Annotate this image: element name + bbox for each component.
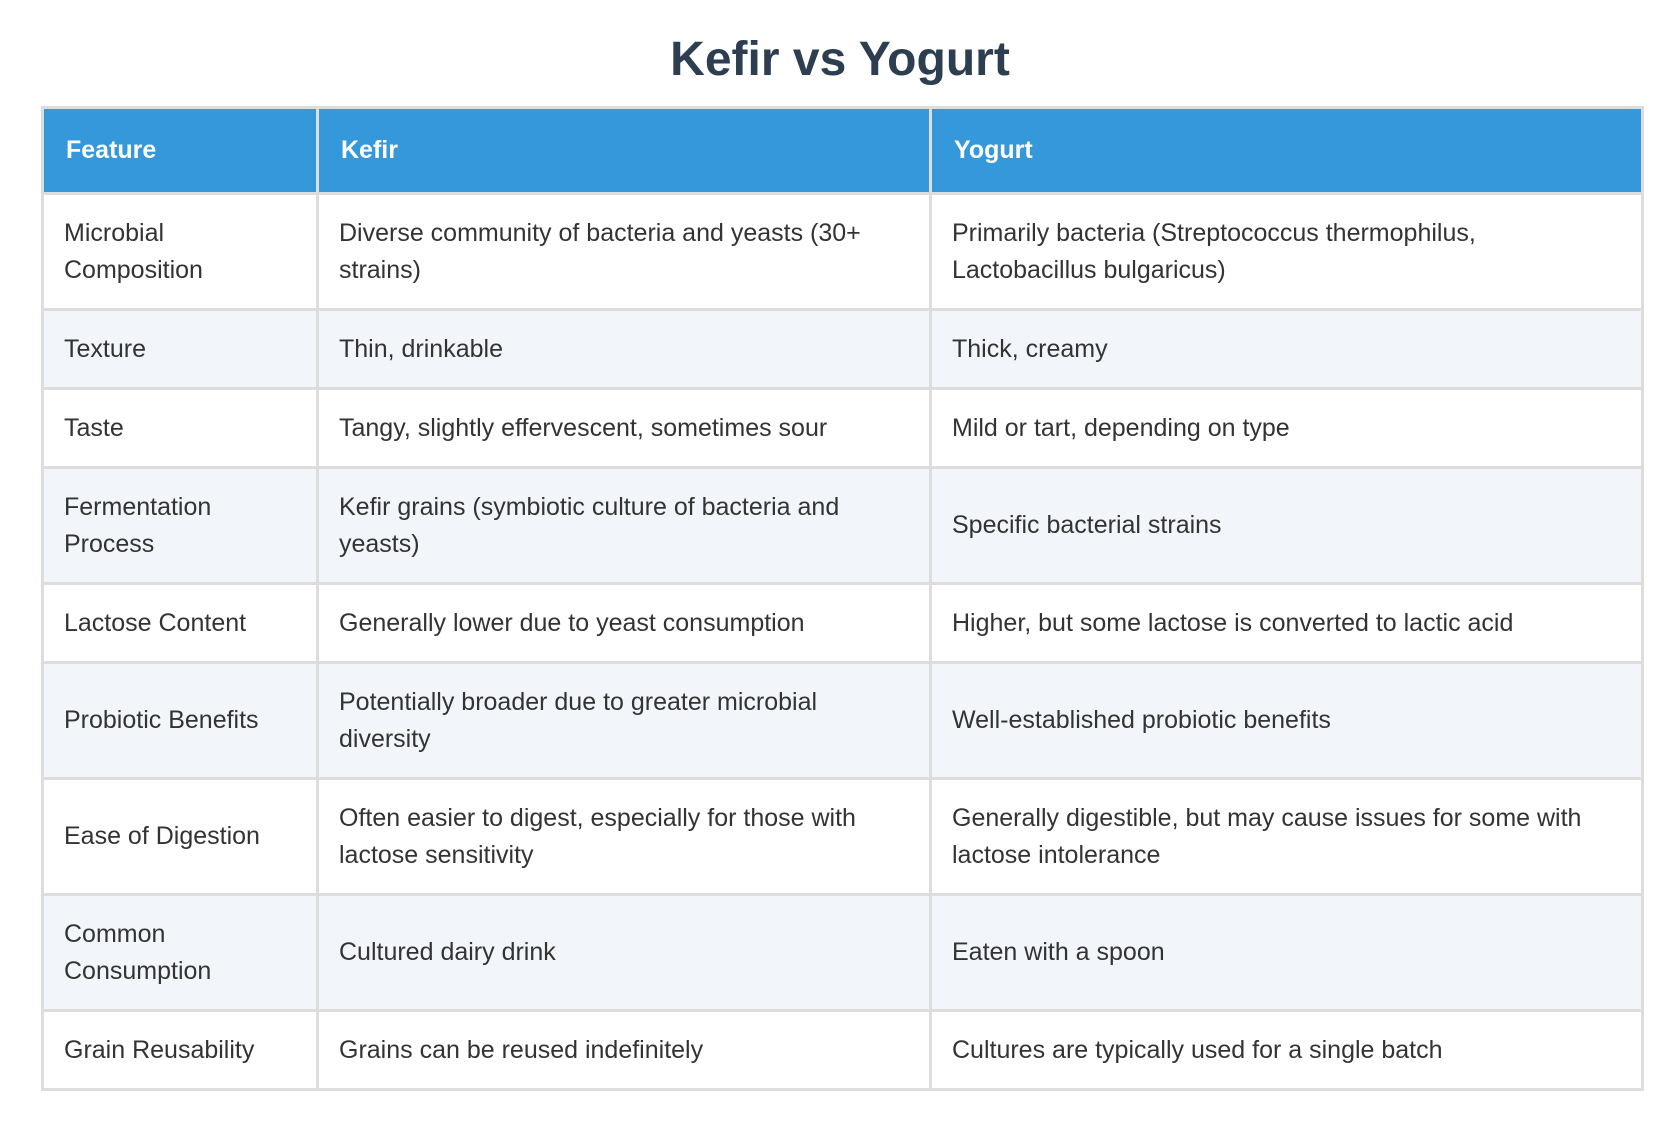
kefir-cell: Diverse community of bacteria and yeasts…: [316, 192, 932, 311]
feature-cell: Probiotic Benefits: [41, 661, 319, 780]
kefir-cell: Potentially broader due to greater micro…: [316, 661, 932, 780]
yogurt-cell: Eaten with a spoon: [929, 893, 1644, 1012]
table-row: Lactose Content Generally lower due to y…: [41, 582, 1644, 664]
kefir-cell: Tangy, slightly effervescent, sometimes …: [316, 387, 932, 469]
yogurt-cell: Higher, but some lactose is converted to…: [929, 582, 1644, 664]
table-row: Microbial Composition Diverse community …: [41, 192, 1644, 311]
page-title: Kefir vs Yogurt: [670, 33, 1010, 86]
feature-cell: Lactose Content: [41, 582, 319, 664]
table-row: Ease of Digestion Often easier to digest…: [41, 777, 1644, 896]
feature-cell: Fermentation Process: [41, 466, 319, 585]
kefir-cell: Generally lower due to yeast consumption: [316, 582, 932, 664]
feature-cell: Grain Reusability: [41, 1009, 319, 1091]
table-row: Taste Tangy, slightly effervescent, some…: [41, 387, 1644, 469]
feature-cell: Taste: [41, 387, 319, 469]
header-feature: Feature: [41, 106, 319, 195]
kefir-cell: Grains can be reused indefinitely: [316, 1009, 932, 1091]
yogurt-cell: Thick, creamy: [929, 308, 1644, 390]
yogurt-cell: Specific bacterial strains: [929, 466, 1644, 585]
table-row: Grain Reusability Grains can be reused i…: [41, 1009, 1644, 1091]
yogurt-cell: Mild or tart, depending on type: [929, 387, 1644, 469]
table-row: Fermentation Process Kefir grains (symbi…: [41, 466, 1644, 585]
feature-cell: Texture: [41, 308, 319, 390]
kefir-cell: Often easier to digest, especially for t…: [316, 777, 932, 896]
feature-cell: Ease of Digestion: [41, 777, 319, 896]
yogurt-cell: Well-established probiotic benefits: [929, 661, 1644, 780]
table-row: Texture Thin, drinkable Thick, creamy: [41, 308, 1644, 390]
header-kefir: Kefir: [316, 106, 932, 195]
feature-cell: Common Consumption: [41, 893, 319, 1012]
table-row: Probiotic Benefits Potentially broader d…: [41, 661, 1644, 780]
yogurt-cell: Primarily bacteria (Streptococcus thermo…: [929, 192, 1644, 311]
comparison-table: Feature Kefir Yogurt Microbial Compositi…: [41, 106, 1644, 1091]
yogurt-cell: Cultures are typically used for a single…: [929, 1009, 1644, 1091]
kefir-cell: Cultured dairy drink: [316, 893, 932, 1012]
header-yogurt: Yogurt: [929, 106, 1644, 195]
kefir-cell: Thin, drinkable: [316, 308, 932, 390]
table-row: Common Consumption Cultured dairy drink …: [41, 893, 1644, 1012]
feature-cell: Microbial Composition: [41, 192, 319, 311]
kefir-cell: Kefir grains (symbiotic culture of bacte…: [316, 466, 932, 585]
table-header-row: Feature Kefir Yogurt: [41, 106, 1644, 195]
yogurt-cell: Generally digestible, but may cause issu…: [929, 777, 1644, 896]
